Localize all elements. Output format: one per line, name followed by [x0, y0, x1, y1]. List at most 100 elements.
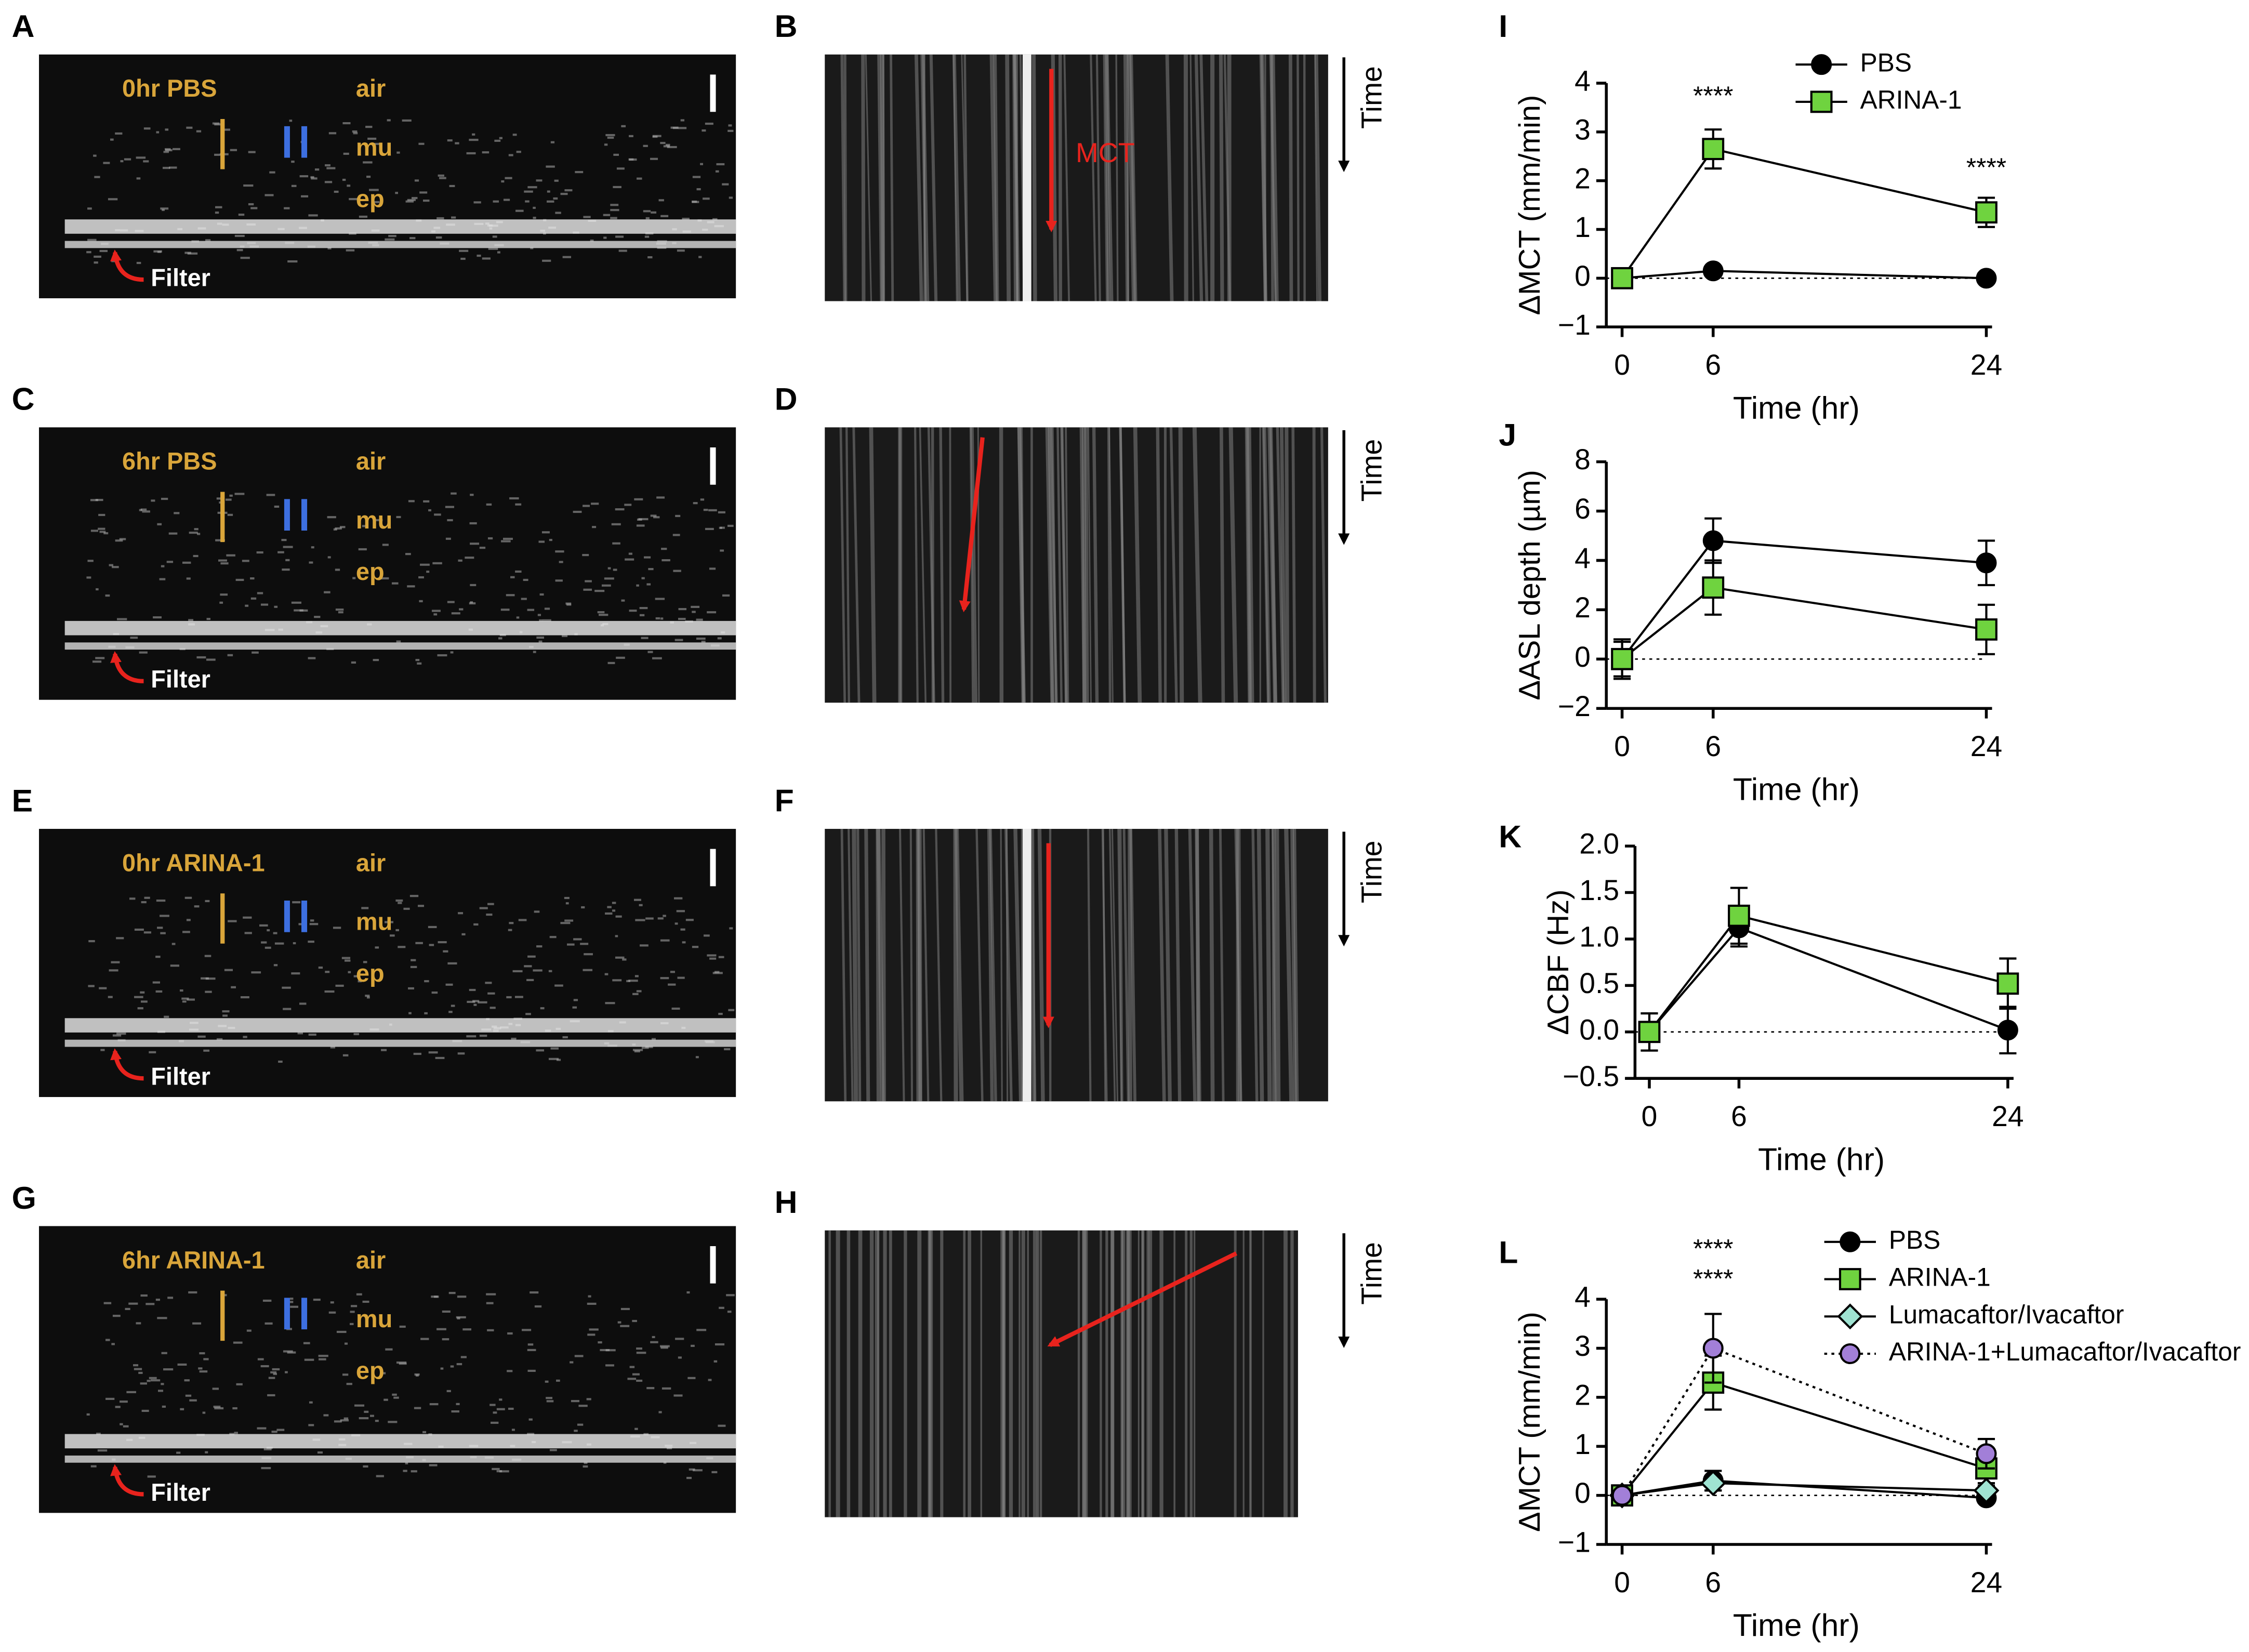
speckle [429, 944, 434, 946]
speckle [156, 899, 166, 902]
data-point [1611, 647, 1633, 670]
speckle [492, 235, 497, 238]
speckle [216, 497, 221, 500]
speckle [707, 611, 717, 614]
filter-label: Filter [151, 265, 210, 292]
speckle [639, 904, 643, 906]
speckle [188, 1291, 197, 1294]
stripe [1013, 54, 1019, 301]
speckle [418, 142, 425, 145]
speckle [411, 1470, 417, 1473]
speckle [231, 986, 236, 988]
speckle [549, 538, 552, 541]
speckle [136, 177, 141, 180]
speckle [116, 1033, 126, 1035]
speckle [692, 1469, 703, 1472]
stripe [989, 828, 997, 1102]
speckle [108, 996, 113, 998]
speckle [303, 1342, 310, 1344]
speckle [622, 958, 627, 961]
speckle [659, 1345, 670, 1347]
speckle [328, 1311, 336, 1314]
speckle [440, 1367, 444, 1370]
speckle [445, 506, 454, 508]
stripe [1291, 427, 1297, 703]
y-tick-label: 1.0 [1579, 921, 1619, 953]
speckle [291, 161, 295, 163]
speckle [618, 249, 627, 252]
speckle [518, 919, 527, 921]
speckle [299, 175, 309, 178]
speckle [451, 612, 460, 615]
speckle [708, 1379, 712, 1381]
speckle [325, 164, 330, 167]
speckle [636, 1352, 646, 1354]
speckle [636, 1379, 643, 1382]
speckle [648, 568, 654, 571]
speckle [524, 190, 533, 193]
series-line [1648, 914, 2008, 1033]
speckle [93, 154, 97, 157]
speckle [140, 1294, 148, 1297]
speckle [163, 1368, 174, 1371]
speckle [494, 139, 501, 142]
speckle [232, 1407, 237, 1410]
speckle [111, 1343, 115, 1345]
speckle [260, 603, 269, 606]
speckle [573, 510, 582, 513]
speckle [396, 151, 400, 154]
speckle [691, 605, 700, 608]
speckle [451, 216, 456, 219]
stripe [1103, 54, 1109, 301]
speckle [108, 198, 118, 201]
speckle [291, 601, 301, 604]
speckle [155, 956, 161, 958]
layer-label: mu [356, 134, 392, 161]
time-label: Time [1356, 841, 1388, 904]
speckle [373, 519, 383, 521]
speckle [534, 1305, 542, 1308]
stripe [1194, 54, 1203, 301]
speckle [554, 984, 563, 987]
speckle [478, 1001, 487, 1003]
speckle [632, 993, 639, 995]
x-tick-label: 0 [1642, 1100, 1658, 1132]
condition-label: 0hr PBS [122, 75, 217, 102]
speckle [314, 168, 320, 171]
speckle [198, 1367, 203, 1370]
speckle [703, 509, 708, 511]
speckle [245, 604, 249, 607]
speckle [387, 119, 391, 122]
speckle [585, 580, 592, 583]
speckle [662, 1387, 671, 1390]
stripe [929, 54, 938, 301]
speckle [651, 1038, 656, 1040]
speckle [273, 1372, 277, 1376]
speckle [522, 1329, 532, 1331]
speckle [455, 142, 459, 144]
speckle [196, 656, 206, 659]
speckle [615, 956, 625, 959]
condition-label: 0hr ARINA-1 [122, 849, 265, 876]
speckle [399, 1325, 406, 1328]
speckle [361, 907, 369, 909]
speckle [160, 932, 166, 934]
y-tick-label: 0 [1575, 260, 1591, 292]
speckle [342, 1373, 349, 1376]
stripe [848, 828, 854, 1102]
speckle [582, 554, 589, 557]
stripe [856, 828, 862, 1102]
speckle [612, 542, 620, 545]
speckle [530, 1291, 539, 1294]
speckle [536, 1049, 545, 1052]
data-point [1702, 576, 1725, 599]
speckle [652, 136, 658, 138]
speckle [687, 1377, 696, 1379]
speckle [486, 1302, 494, 1304]
speckle [206, 618, 210, 620]
stripe [1247, 427, 1254, 703]
legend-label: ARINA-1+Lumacaftor/Ivacaftor [1889, 1337, 2241, 1366]
speckle [186, 126, 193, 129]
speckle [145, 1303, 155, 1305]
y-tick-label: 2 [1575, 1379, 1591, 1411]
